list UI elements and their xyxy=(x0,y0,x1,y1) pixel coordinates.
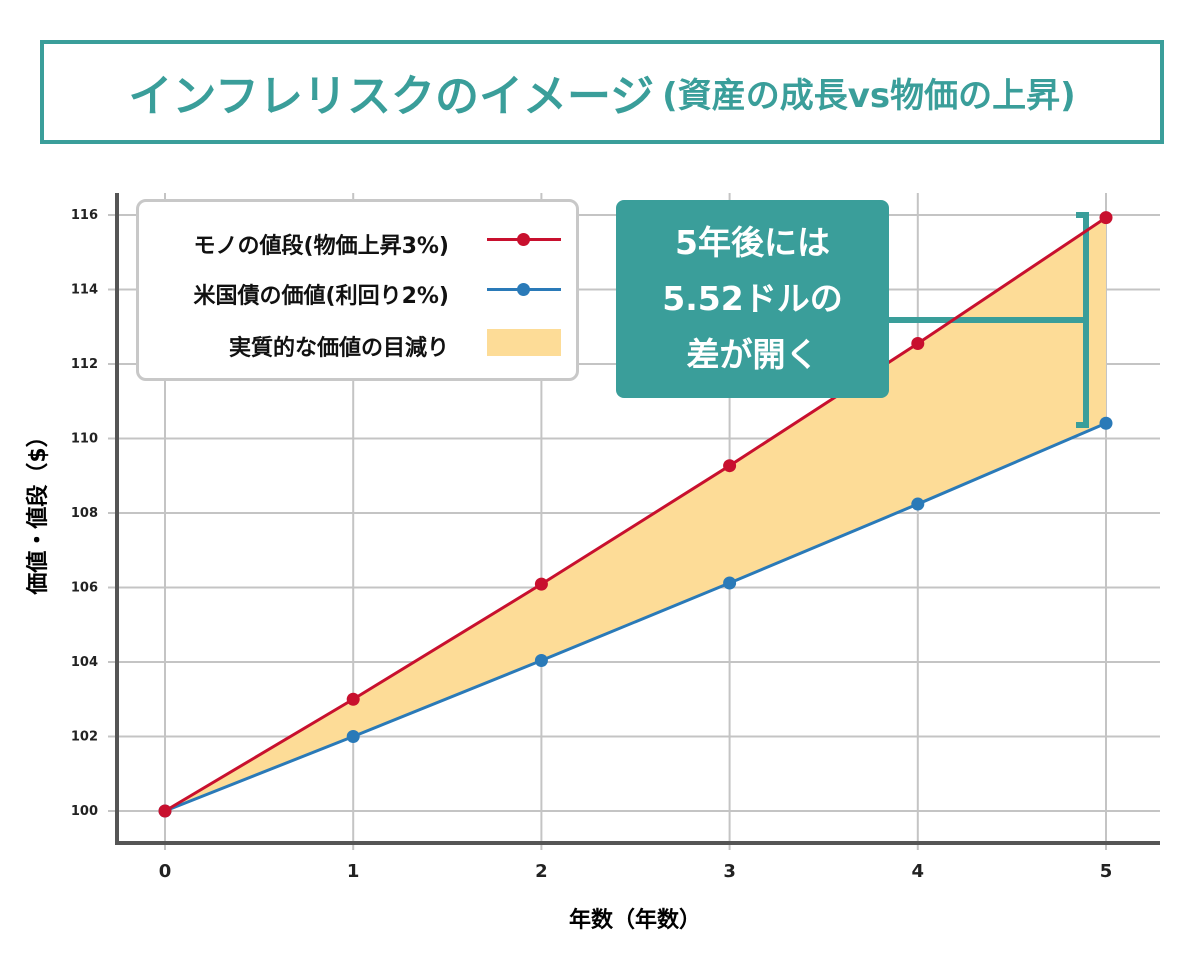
data-point-0 xyxy=(911,337,925,351)
legend-item-loss: 実質的な価値の目減り xyxy=(139,322,561,362)
y-tick-label: 110 xyxy=(71,432,98,447)
data-point-1 xyxy=(346,730,360,743)
legend-item-price: モノの値段(物価上昇3%) xyxy=(139,220,561,260)
data-point-1 xyxy=(534,654,548,668)
legend-swatch-fill xyxy=(487,329,561,356)
legend-marker-blue xyxy=(517,283,530,296)
y-tick-label: 100 xyxy=(71,804,98,819)
x-tick-label: 3 xyxy=(723,861,736,882)
legend-item-bond: 米国債の価値(利回り2%) xyxy=(139,270,561,310)
y-tick-label: 116 xyxy=(71,208,98,223)
series-line-0 xyxy=(164,216,1107,813)
legend-marker-red xyxy=(517,233,530,246)
y-tick-label: 104 xyxy=(71,655,98,670)
annotation-line: 5.52ドルの xyxy=(662,279,843,318)
series-line-1 xyxy=(164,421,1107,813)
x-tick-label: 2 xyxy=(535,861,548,882)
annotation-line: 差が開く xyxy=(686,335,819,374)
y-axis-label: 価値・値段（$） xyxy=(26,425,51,595)
data-point-0 xyxy=(534,577,548,591)
x-tick-label: 5 xyxy=(1100,861,1113,882)
data-point-0 xyxy=(346,692,360,706)
legend-label: モノの値段(物価上昇3%) xyxy=(193,234,449,259)
y-tick-label: 106 xyxy=(71,581,98,596)
data-point-0 xyxy=(723,459,737,473)
y-tick-label: 108 xyxy=(71,506,98,521)
legend-label: 米国債の価値(利回り2%) xyxy=(193,284,449,309)
annotation-line: 5年後には xyxy=(675,223,830,262)
chart-title: インフレリスクのイメージ xyxy=(128,71,655,122)
data-point-1 xyxy=(911,497,925,511)
chart-subtitle: (資産の成長vs物価の上昇) xyxy=(662,75,1076,116)
x-tick-label: 1 xyxy=(347,861,360,882)
title-box: インフレリスクのイメージ (資産の成長vs物価の上昇) xyxy=(40,40,1164,144)
data-point-1 xyxy=(1099,416,1113,430)
annotation-callout: 5年後には 5.52ドルの 差が開く xyxy=(616,200,889,398)
data-point-0 xyxy=(158,804,172,818)
legend: モノの値段(物価上昇3%) 米国債の価値(利回り2%) 実質的な価値の目減り xyxy=(136,199,579,381)
x-tick-label: 0 xyxy=(159,861,172,882)
y-tick-label: 112 xyxy=(71,357,98,372)
x-tick-label: 4 xyxy=(912,861,925,882)
x-axis-label: 年数（年数） xyxy=(568,908,701,933)
legend-label: 実質的な価値の目減り xyxy=(228,336,449,361)
data-point-1 xyxy=(723,576,737,590)
data-point-0 xyxy=(1099,211,1113,225)
y-tick-label: 102 xyxy=(71,730,98,745)
annotation-bracket xyxy=(889,212,1089,428)
y-tick-label: 114 xyxy=(71,283,98,298)
